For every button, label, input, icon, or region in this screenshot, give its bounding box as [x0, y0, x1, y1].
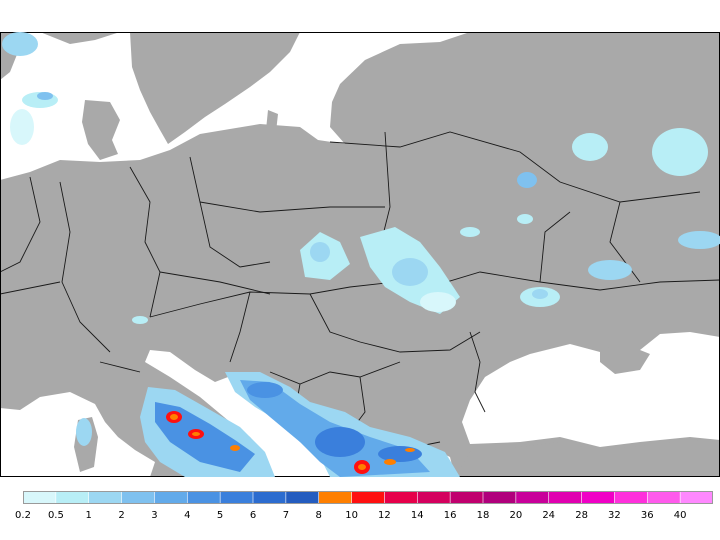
legend-swatch: [548, 491, 583, 504]
land-anatolia: [455, 440, 720, 477]
land-mass: [0, 32, 720, 477]
legend-tick-label: 18: [476, 510, 490, 521]
legend-tick-label: 10: [345, 510, 358, 521]
legend-tick-label: 14: [410, 510, 424, 521]
legend-colorbar: [23, 491, 713, 504]
legend-tick-label: 0.2: [15, 510, 31, 521]
legend-tick-label: 6: [249, 510, 257, 521]
legend-tick-label: 7: [282, 510, 290, 521]
legend-tick-label: 32: [608, 510, 621, 521]
legend-swatch: [482, 491, 517, 504]
legend-frame: [23, 491, 713, 504]
legend-swatch: [318, 491, 353, 504]
legend-swatch: [449, 491, 484, 504]
legend-tick-label: 1: [85, 510, 92, 521]
legend-swatch: [252, 491, 287, 504]
legend-tick-label: 4: [184, 510, 191, 521]
legend-tick-label: 36: [640, 510, 654, 521]
precipitation-map: [0, 32, 720, 477]
legend-tick-label: 2: [118, 510, 125, 521]
legend-swatch: [55, 491, 90, 504]
legend-tick-label: 20: [509, 510, 523, 521]
land-sweden: [130, 32, 300, 144]
legend-tick-label: 16: [443, 510, 457, 521]
legend-swatch: [154, 491, 188, 504]
legend-swatch: [351, 491, 386, 504]
legend-tick-label: 40: [673, 510, 687, 521]
legend-swatch: [614, 491, 648, 504]
legend-tick-label: 0.5: [47, 510, 64, 521]
land-denmark: [82, 100, 120, 160]
legend-tick-label: 8: [315, 510, 322, 521]
land-scandinavia: [40, 32, 120, 44]
legend-swatch: [384, 491, 418, 504]
legend-tick-label: 28: [575, 510, 588, 521]
land-gotland: [266, 110, 278, 132]
legend-tick-label: 5: [216, 510, 224, 521]
land-crimea: [600, 344, 650, 374]
legend-tick-label: 24: [542, 510, 556, 521]
legend-swatch: [646, 491, 681, 504]
legend-swatch: [285, 491, 320, 504]
legend-swatch: [88, 491, 123, 504]
legend-swatch: [581, 491, 616, 504]
legend-swatch: [515, 491, 550, 504]
precip-patches: [2, 32, 720, 477]
legend-swatch: [23, 491, 57, 504]
legend-swatch: [416, 491, 451, 504]
legend-tick-label: 12: [378, 510, 391, 521]
legend-swatch: [219, 491, 254, 504]
legend-swatch: [121, 491, 156, 504]
legend-swatch: [679, 491, 713, 504]
legend-tick-label: 3: [151, 510, 158, 521]
legend-swatch: [186, 491, 221, 504]
